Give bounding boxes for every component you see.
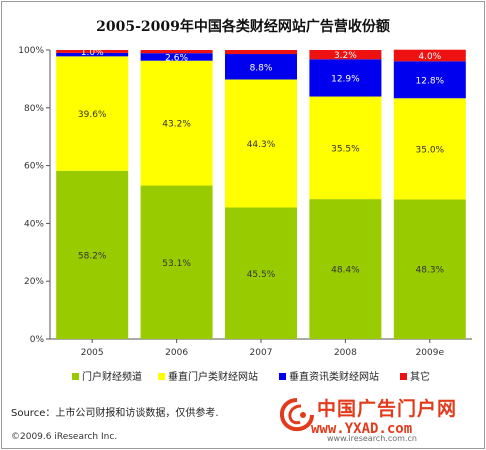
bar-segment — [225, 50, 297, 55]
source-note: Source：上市公司财报和访谈数据，仅供参考. — [11, 408, 219, 419]
bar-segment — [140, 185, 213, 339]
bar-segment — [56, 56, 129, 171]
data-label: 2.6% — [165, 53, 188, 63]
copyright-note: ©2009.6 iResearch Inc. — [11, 432, 118, 442]
bar-segment — [309, 199, 382, 339]
legend-swatch — [400, 373, 407, 380]
data-label: 44.3% — [247, 140, 276, 150]
watermark-url-secondary: www.iresearch.com.cn — [327, 434, 417, 443]
data-label: 58.2% — [78, 251, 107, 261]
data-label: 43.2% — [162, 120, 191, 130]
legend-swatch — [72, 373, 79, 380]
data-label: 48.3% — [416, 266, 445, 276]
data-label: 35.5% — [331, 144, 360, 154]
data-label: 48.4% — [331, 266, 360, 276]
y-tick-label: 20% — [24, 277, 44, 287]
legend-swatch — [158, 373, 165, 380]
data-label: 12.8% — [416, 76, 445, 86]
bar-segment — [225, 207, 297, 339]
bar-segment — [225, 54, 297, 80]
bar-segment — [309, 50, 382, 60]
watermark: 中国广告门户网 www.YXAD.com www.iresearch.com.c… — [277, 392, 482, 444]
legend-item: 垂直门户类财经网站 — [158, 368, 258, 383]
watermark-name: 中国广告门户网 — [317, 398, 458, 420]
data-label: 3.2% — [334, 51, 357, 61]
y-tick-label: 80% — [24, 104, 44, 114]
data-label: 12.9% — [331, 74, 360, 84]
x-tick-label: 2009e — [416, 348, 445, 358]
data-label: 35.0% — [416, 145, 445, 155]
bar-segment — [393, 49, 466, 62]
legend: 门户财经频道 垂直门户类财经网站 垂直资讯类财经网站 其它 — [2, 368, 484, 386]
bar-segment — [309, 59, 382, 97]
stacked-bar-chart: 0% 20% 40% 60% 80% 100% 58.2% 39.6% 1.0% 2005 53.1… — [18, 46, 472, 358]
x-tick-label: 2007 — [250, 348, 273, 358]
bar-segment — [56, 170, 129, 339]
data-label: 45.5% — [247, 270, 276, 280]
bar-segment — [393, 61, 466, 99]
data-label: 53.1% — [162, 259, 191, 269]
legend-item: 门户财经频道 — [72, 368, 142, 383]
watermark-logo-icon — [279, 398, 314, 432]
y-tick-label: 60% — [24, 162, 44, 172]
bar-segment — [309, 96, 382, 200]
bar-segment — [56, 50, 129, 53]
bar-segment — [140, 53, 213, 61]
data-label: 1.0% — [81, 48, 104, 58]
data-label: 4.0% — [418, 52, 441, 62]
data-label: 39.6% — [78, 110, 107, 120]
x-tick-label: 2005 — [81, 348, 104, 358]
x-tick-label: 2006 — [165, 348, 188, 358]
bar-segment — [393, 199, 466, 339]
bar-segment — [140, 50, 213, 54]
legend-swatch — [279, 373, 286, 380]
legend-item: 垂直资讯类财经网站 — [279, 368, 379, 383]
y-tick-label: 40% — [24, 219, 44, 229]
legend-label: 垂直资讯类财经网站 — [289, 372, 379, 383]
chart-title: 2005-2009年中国各类财经网站广告营收份额 — [96, 19, 390, 35]
data-label: 8.8% — [250, 63, 273, 73]
legend-item: 其它 — [400, 368, 430, 383]
y-tick-label: 100% — [18, 46, 44, 56]
legend-label: 其它 — [410, 372, 430, 383]
bar-segment — [56, 52, 129, 57]
bar-segment — [225, 79, 297, 208]
watermark-url: www.YXAD.com — [311, 421, 413, 437]
x-tick-label: 2008 — [334, 348, 357, 358]
y-tick-label: 0% — [30, 335, 45, 345]
legend-label: 门户财经频道 — [82, 372, 142, 383]
bar-segment — [140, 60, 213, 186]
legend-label: 垂直门户类财经网站 — [168, 372, 258, 383]
bar-segment — [393, 98, 466, 200]
